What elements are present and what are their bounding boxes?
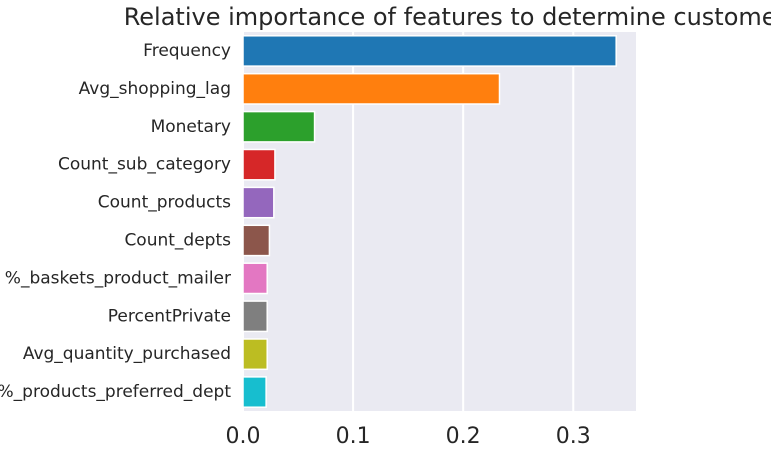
y-tick-label-4: Count_products bbox=[98, 193, 231, 213]
bar-2 bbox=[242, 110, 316, 143]
y-tick-label-6: %_baskets_product_mailer bbox=[5, 268, 231, 288]
y-tick-label-1: Avg_shopping_lag bbox=[79, 79, 231, 99]
y-tick-label-8: Avg_quantity_purchased bbox=[23, 344, 231, 364]
chart-title: Relative importance of features to deter… bbox=[124, 3, 771, 31]
y-tick-label-2: Monetary bbox=[151, 117, 231, 137]
bar-3 bbox=[242, 148, 276, 181]
x-tick-label-2: 0.2 bbox=[446, 424, 481, 449]
bar-7 bbox=[242, 300, 268, 333]
bar-6 bbox=[242, 262, 268, 295]
bar-8 bbox=[242, 338, 268, 371]
x-tick-labels: 0.0 0.1 0.2 0.3 bbox=[226, 424, 591, 449]
y-tick-label-3: Count_sub_category bbox=[58, 155, 231, 175]
x-tick-label-1: 0.1 bbox=[336, 424, 371, 449]
y-tick-labels: Frequency Avg_shopping_lag Monetary Count_s… bbox=[0, 41, 231, 402]
x-tick-label-0: 0.0 bbox=[226, 424, 261, 449]
bar-0 bbox=[242, 35, 617, 67]
bar-4 bbox=[242, 186, 275, 219]
y-tick-label-5: Count_depts bbox=[124, 230, 231, 250]
y-tick-label-7: PercentPrivate bbox=[108, 306, 231, 326]
bar-5 bbox=[242, 224, 271, 257]
bar-9 bbox=[242, 376, 267, 408]
y-tick-label-9: %_products_preferred_dept bbox=[0, 382, 231, 402]
x-tick-label-3: 0.3 bbox=[556, 424, 591, 449]
bars bbox=[242, 35, 617, 408]
bar-1 bbox=[242, 72, 501, 105]
y-tick-label-0: Frequency bbox=[143, 41, 231, 61]
